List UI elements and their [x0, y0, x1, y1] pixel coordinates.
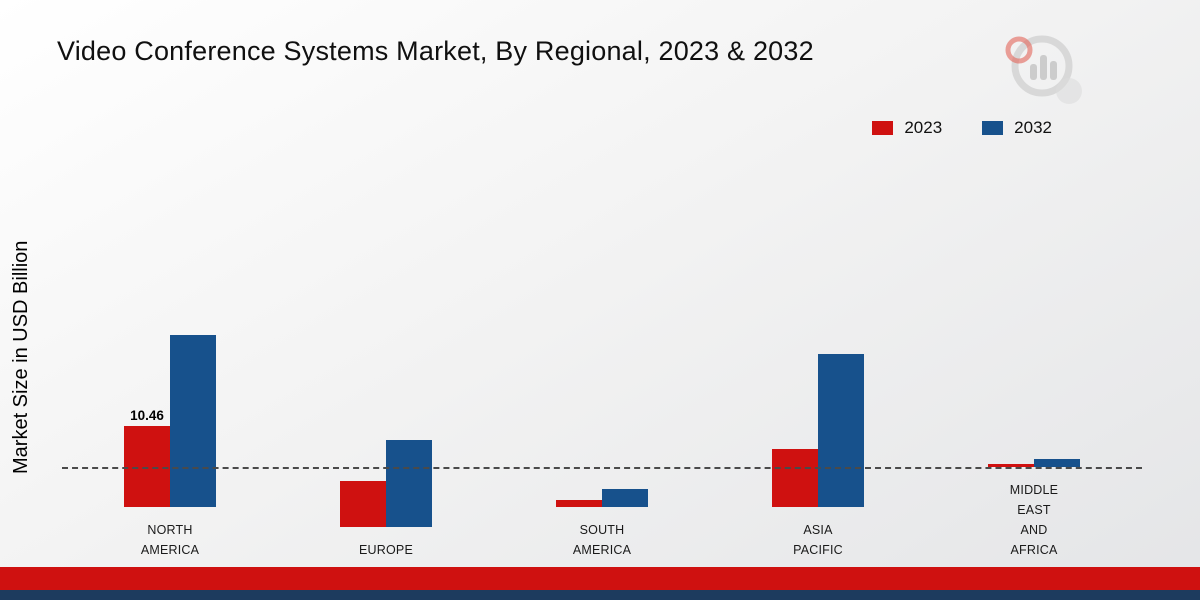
bar-group: MIDDLE EAST AND AFRICA	[988, 250, 1080, 560]
bar-2023	[340, 481, 386, 527]
bar-pair	[772, 290, 864, 507]
legend-swatch-2023	[872, 121, 894, 135]
legend-item-2032: 2032	[982, 118, 1052, 138]
bar-group: SOUTH AMERICA	[556, 290, 648, 560]
chart-region: 10.46 NORTH AMERICA EUROPE SOUTH AMERICA ASI…	[62, 250, 1142, 560]
brand-logo	[1002, 28, 1088, 113]
bar-pair	[340, 310, 432, 527]
footer-navy-band	[0, 590, 1200, 600]
legend-label-2032: 2032	[1014, 118, 1052, 137]
legend-item-2023: 2023	[872, 118, 942, 138]
y-axis-label: Market Size in USD Billion	[10, 240, 32, 474]
bar-2032	[1034, 459, 1080, 467]
x-axis-baseline	[62, 467, 1142, 469]
bar-2032	[170, 335, 216, 507]
category-label: ASIA PACIFIC	[793, 523, 843, 557]
bar-pair	[988, 250, 1080, 467]
bar-2032	[818, 354, 864, 507]
category-label: EUROPE	[359, 543, 413, 557]
bar-group: 10.46 NORTH AMERICA	[124, 290, 216, 560]
chart-title: Video Conference Systems Market, By Regi…	[57, 36, 814, 66]
category-label: MIDDLE EAST AND AFRICA	[1009, 483, 1059, 557]
bar-pair: 10.46	[124, 290, 216, 507]
bar-pair	[556, 290, 648, 507]
footer-red-band	[0, 567, 1200, 590]
bar-2023	[556, 500, 602, 507]
legend-label-2023: 2023	[904, 118, 943, 137]
category-label: SOUTH AMERICA	[572, 523, 632, 557]
bar-group: ASIA PACIFIC	[772, 290, 864, 560]
bar-group: EUROPE	[340, 310, 432, 560]
bar-2032	[602, 489, 648, 507]
brand-logo-graphic	[1005, 35, 1082, 104]
legend: 2023 2032	[872, 118, 1052, 138]
bar-2023	[124, 426, 170, 507]
bar-value-label: 10.46	[130, 408, 164, 423]
legend-swatch-2032	[982, 121, 1004, 135]
bar-2023	[988, 464, 1034, 467]
plot-area: 10.46 NORTH AMERICA EUROPE SOUTH AMERICA ASI…	[62, 250, 1142, 560]
bar-2032	[386, 440, 432, 527]
bar-2023	[772, 449, 818, 507]
category-label: NORTH AMERICA	[140, 523, 200, 557]
